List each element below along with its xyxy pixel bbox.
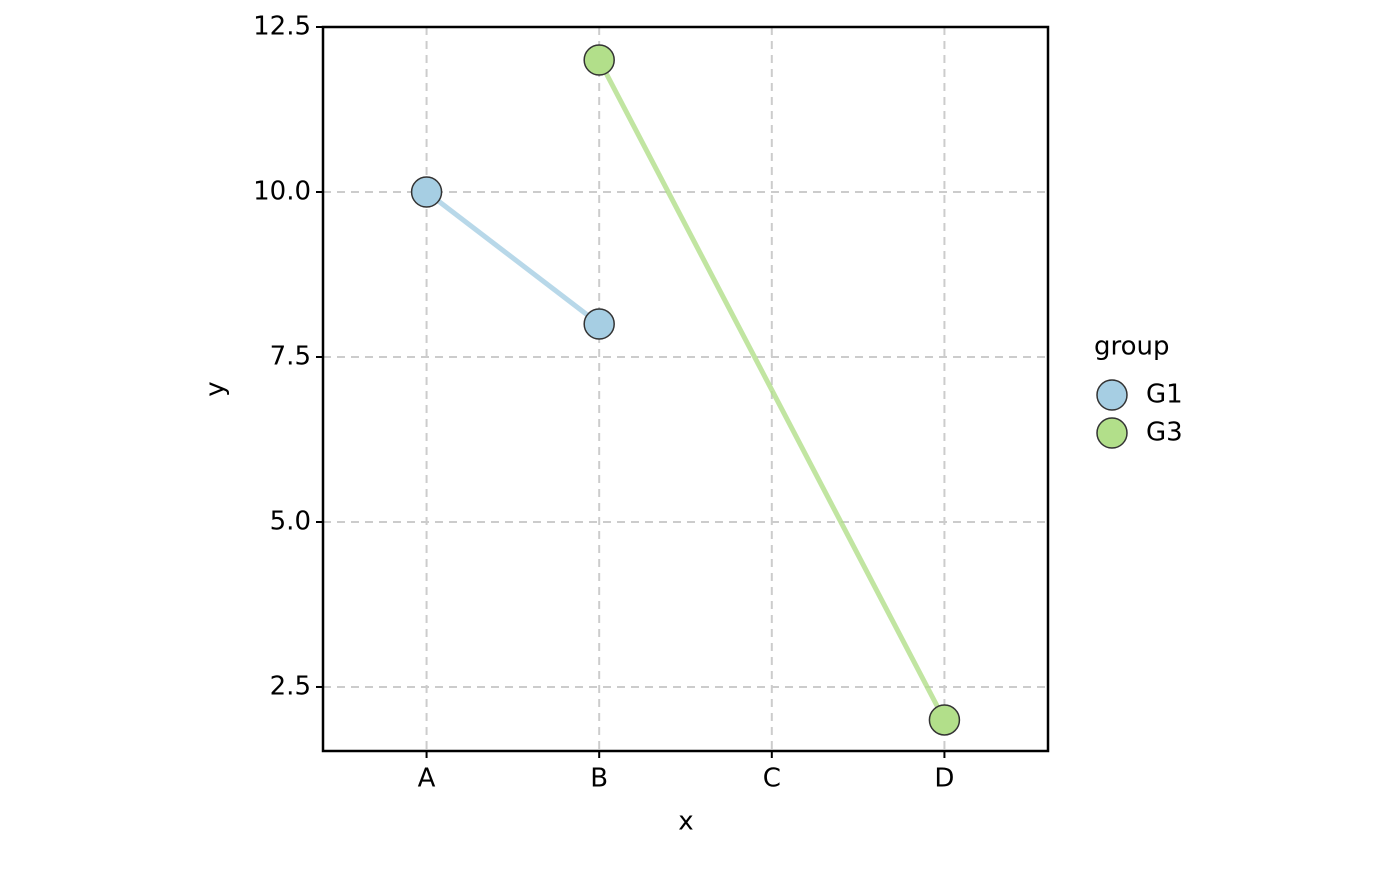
plot-border bbox=[321, 25, 1050, 753]
point bbox=[410, 176, 443, 208]
point bbox=[583, 44, 615, 76]
x-axis-label: x bbox=[678, 807, 693, 837]
legend-key bbox=[1096, 379, 1128, 411]
series-line bbox=[596, 58, 947, 722]
x-tick-label: D bbox=[934, 764, 954, 794]
legend-title: group bbox=[1094, 332, 1170, 362]
legend-key bbox=[1096, 417, 1128, 449]
legend-label: G3 bbox=[1146, 418, 1183, 448]
x-tick-label: A bbox=[418, 764, 436, 794]
x-tick-label: C bbox=[763, 764, 781, 794]
y-tick-label: 10.0 bbox=[253, 176, 311, 206]
y-tick-label: 2.5 bbox=[270, 671, 311, 701]
series-line bbox=[425, 190, 601, 326]
y-axis-label: y bbox=[201, 381, 231, 396]
y-tick-label: 7.5 bbox=[270, 341, 311, 371]
point bbox=[928, 704, 961, 736]
legend-label: G1 bbox=[1146, 380, 1183, 410]
x-tick-label: B bbox=[590, 764, 608, 794]
y-tick-label: 5.0 bbox=[270, 506, 311, 536]
y-tick-label: 12.5 bbox=[253, 12, 311, 42]
point bbox=[583, 308, 615, 340]
